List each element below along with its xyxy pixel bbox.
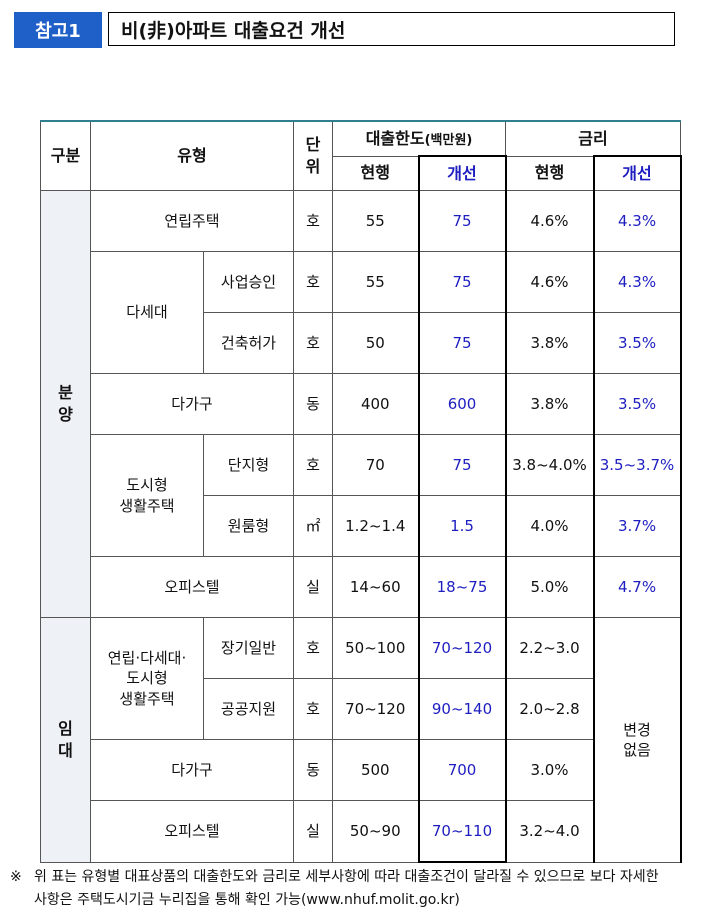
subtype-cell: 장기일반 (202, 617, 295, 679)
limit-current-cell: 14~60 (332, 556, 420, 618)
limit-current-cell: 55 (332, 190, 420, 252)
subtype-cell: 단지형 (202, 434, 295, 496)
limit-current-cell: 55 (332, 251, 420, 313)
limit-improved-cell: 700 (417, 739, 507, 801)
table-row: 분 양 연립주택 호 55 75 4.6% 4.3% (40, 190, 682, 618)
type-cell: 다세대 (90, 251, 204, 374)
unit-cell: 동 (293, 373, 334, 435)
unit-cell: 호 (293, 678, 334, 740)
subtype-cell: 원룸형 (202, 495, 295, 557)
section-cell: 분 양 (40, 190, 91, 618)
unit-cell: 호 (293, 617, 334, 679)
limit-current-cell: 50~100 (332, 617, 420, 679)
unit-cell: 실 (293, 556, 334, 618)
type-cell: 연립·다세대· 도시형 생활주택 (90, 617, 204, 740)
header-cell: 현행 (505, 155, 595, 191)
table-row: 공공지원 호 70~120 90~140 2.0~2.8 (41, 678, 681, 740)
rate-improved-cell: 변경 없음 (592, 617, 682, 863)
rate-current-cell: 3.8% (505, 373, 595, 435)
type-cell: 연립주택 (89, 190, 295, 252)
limit-improved-cell: 70~120 (417, 617, 507, 679)
rate-current-cell: 2.0~2.8 (505, 678, 595, 740)
section-cell: 임 대 (40, 617, 91, 863)
rate-current-cell: 3.2~4.0 (505, 800, 595, 863)
header-cell: 개선 (417, 155, 507, 191)
table-row: 건축허가 호 50 75 3.8% 3.5% (41, 312, 682, 374)
unit-cell: 동 (293, 739, 334, 801)
limit-current-cell: 400 (332, 373, 420, 435)
table-row: 다세대 사업승인 호 55 75 4.6% 4.3% (41, 251, 682, 374)
header-cell: 유형 (89, 120, 295, 191)
limit-improved-cell: 70~110 (417, 800, 507, 863)
type-cell: 오피스텔 (89, 556, 295, 618)
type-cell: 도시형 생활주택 (90, 434, 204, 557)
table-row: 도시형 생활주택 단지형 호 70 75 3.8~4.0% 3.5~3.7% (41, 434, 682, 557)
loan-table: 구분 유형 단 위 대출한도(백만원) 금리 현행 개선 현행 개선 분 양 연립… (40, 120, 682, 863)
unit-cell: 호 (293, 312, 334, 374)
limit-improved-cell: 1.5 (417, 495, 507, 557)
unit-cell: 호 (293, 190, 334, 252)
limit-improved-cell: 75 (417, 190, 507, 252)
header-cell: 단 위 (293, 120, 334, 191)
unit-cell: 실 (293, 800, 334, 863)
rate-current-cell: 3.8% (505, 312, 595, 374)
table-row: 다가구 동 400 600 3.8% 3.5% (41, 373, 682, 435)
footnote: ※ 위 표는 유형별 대표상품의 대출한도와 금리로 세부사항에 따라 대출조건… (10, 866, 660, 912)
header-cell: 구분 (40, 120, 91, 191)
footnote-mark: ※ (10, 869, 22, 885)
unit-cell: 호 (293, 434, 334, 496)
limit-current-cell: 500 (332, 739, 420, 801)
rate-improved-cell: 3.7% (592, 495, 682, 557)
rate-current-cell: 4.6% (505, 190, 595, 252)
rate-current-cell: 5.0% (505, 556, 595, 618)
footnote-text: 위 표는 유형별 대표상품의 대출한도와 금리로 세부사항에 따라 대출조건이 … (34, 869, 659, 908)
limit-current-cell: 1.2~1.4 (332, 495, 420, 557)
limit-current-cell: 70 (332, 434, 420, 496)
rate-current-cell: 4.6% (505, 251, 595, 313)
rate-improved-cell: 4.3% (592, 251, 682, 313)
rate-current-cell: 2.2~3.0 (505, 617, 595, 679)
header-cell: 개선 (592, 155, 682, 191)
header-cell: 현행 (332, 155, 420, 191)
unit-cell: ㎡ (293, 495, 334, 557)
limit-current-cell: 70~120 (332, 678, 420, 740)
table-row: 다가구 동 500 700 3.0% (41, 739, 681, 801)
limit-current-cell: 50 (332, 312, 420, 374)
header-unit: (백만원) (424, 132, 473, 148)
header-cell: 대출한도(백만원) (332, 120, 507, 157)
limit-improved-cell: 600 (417, 373, 507, 435)
limit-improved-cell: 75 (417, 251, 507, 313)
unit-cell: 호 (293, 251, 334, 313)
title: 비(非)아파트 대출요건 개선 (108, 12, 675, 46)
type-cell: 다가구 (89, 739, 295, 801)
rate-improved-cell: 3.5~3.7% (592, 434, 682, 496)
subtype-cell: 사업승인 (202, 251, 295, 313)
table-row: 원룸형 ㎡ 1.2~1.4 1.5 4.0% 3.7% (41, 495, 682, 557)
type-cell: 오피스텔 (89, 800, 295, 863)
rate-current-cell: 4.0% (505, 495, 595, 557)
table-row: 오피스텔 실 50~90 70~110 3.2~4.0 (41, 800, 681, 863)
subtype-cell: 공공지원 (202, 678, 295, 740)
subtype-cell: 건축허가 (202, 312, 295, 374)
header-cell: 금리 (505, 120, 682, 157)
limit-improved-cell: 18~75 (417, 556, 507, 618)
table-row: 오피스텔 실 14~60 18~75 5.0% 4.7% (41, 556, 682, 618)
rate-improved-cell: 3.5% (592, 312, 682, 374)
type-cell: 다가구 (89, 373, 295, 435)
rate-improved-cell: 3.5% (592, 373, 682, 435)
rate-current-cell: 3.8~4.0% (505, 434, 595, 496)
limit-improved-cell: 75 (417, 434, 507, 496)
badge: 참고1 (14, 12, 102, 48)
limit-improved-cell: 75 (417, 312, 507, 374)
header-text: 대출한도 (365, 128, 425, 148)
rate-current-cell: 3.0% (505, 739, 595, 801)
limit-improved-cell: 90~140 (417, 678, 507, 740)
table-row: 임 대 연립·다세대· 도시형 생활주택 장기일반 호 50~100 70~120 2.2~… (40, 617, 682, 863)
limit-current-cell: 50~90 (332, 800, 420, 863)
rate-improved-cell: 4.3% (592, 190, 682, 252)
rate-improved-cell: 4.7% (592, 556, 682, 618)
table-body: 분 양 연립주택 호 55 75 4.6% 4.3% 다세대 사업승인 호 55 75 4.6% 4.3%… (40, 190, 682, 863)
